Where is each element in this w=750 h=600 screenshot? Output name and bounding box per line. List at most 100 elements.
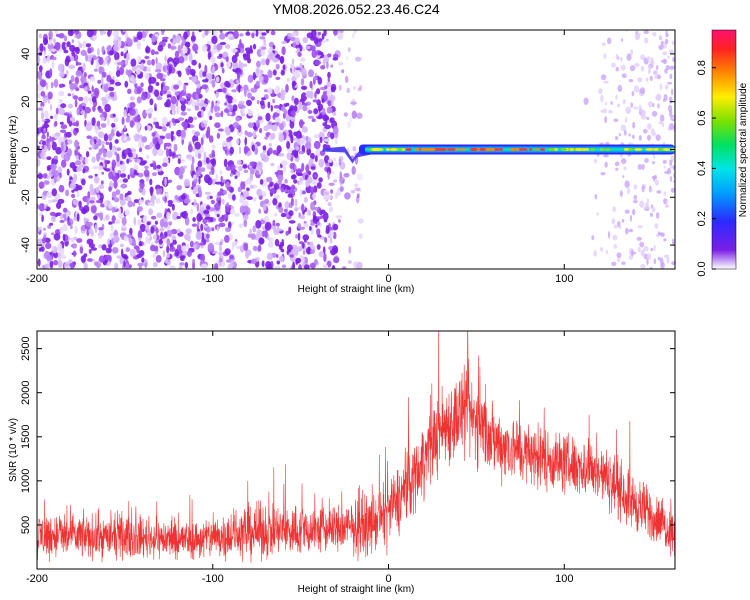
spectrogram-cell bbox=[258, 238, 265, 244]
spectrogram-cell bbox=[196, 83, 201, 89]
spectrogram-cell bbox=[172, 38, 176, 45]
spectrogram-cell bbox=[310, 166, 316, 170]
spectrogram-cell bbox=[244, 180, 249, 186]
spectrogram-cell bbox=[313, 259, 318, 265]
spectrogram-cell bbox=[60, 255, 67, 259]
spectrogram-cell bbox=[625, 106, 632, 115]
spectrogram-cell bbox=[636, 236, 642, 241]
spectrogram-cell bbox=[341, 266, 347, 269]
spectrogram-cell bbox=[321, 97, 325, 104]
spectrogram-cell bbox=[44, 250, 50, 260]
spectrogram-cell bbox=[153, 233, 157, 242]
spectrogram-cell bbox=[243, 88, 247, 97]
spectrogram-cell bbox=[583, 97, 589, 105]
spectrogram-cell bbox=[272, 69, 277, 76]
spectrogram-cell bbox=[144, 125, 148, 131]
spectrogram-cell bbox=[320, 65, 326, 70]
spectrogram-cell bbox=[98, 255, 106, 263]
spectrogram-cell bbox=[224, 126, 230, 134]
spectrogram-cell bbox=[345, 75, 349, 83]
spectrogram-cell bbox=[78, 200, 82, 208]
spectrogram-cell bbox=[237, 124, 242, 133]
spectrogram-cell bbox=[51, 60, 55, 69]
spectrogram-cell bbox=[112, 247, 119, 254]
spectrogram-cell bbox=[292, 41, 296, 49]
spectrogram-cell bbox=[348, 246, 352, 254]
spectrogram-cell bbox=[196, 213, 202, 222]
spectrogram-cell bbox=[114, 219, 121, 225]
spectrogram-cell bbox=[111, 206, 116, 213]
spectrogram-cell bbox=[280, 56, 284, 65]
spectrogram-cell bbox=[128, 264, 132, 269]
spectrogram-cell bbox=[270, 162, 275, 167]
spectrogram-cell bbox=[65, 69, 69, 77]
spectrogram-cell bbox=[305, 93, 313, 98]
spectrogram-cell bbox=[663, 238, 667, 242]
spectrogram-cell bbox=[157, 44, 164, 52]
spectrogram-cell bbox=[108, 186, 112, 192]
spectrogram-cell bbox=[116, 62, 124, 66]
spectrogram-cell bbox=[38, 247, 42, 252]
spectrogram-cell bbox=[326, 106, 333, 114]
spectrogram-cell bbox=[216, 132, 221, 139]
spectrogram-cell bbox=[313, 140, 321, 150]
spectrogram-cell bbox=[302, 234, 310, 241]
spectrogram-cell bbox=[100, 123, 107, 128]
spectrogram-cell bbox=[313, 76, 318, 81]
spectrogram-cell bbox=[307, 115, 315, 119]
spectrogram-cell bbox=[177, 70, 182, 78]
spectrogram-cell bbox=[180, 194, 186, 200]
spectrogram-cell bbox=[315, 148, 322, 157]
spectrogram-cell bbox=[155, 197, 161, 204]
spectrogram-cell bbox=[339, 186, 344, 192]
spectrogram-cell bbox=[631, 249, 634, 257]
spectrogram-cell bbox=[138, 147, 143, 153]
spectrogram-cell bbox=[238, 83, 241, 93]
spectrogram-cell bbox=[55, 212, 62, 216]
spectrogram-cell bbox=[89, 200, 95, 204]
spectrogram-cell bbox=[106, 150, 113, 159]
spectrogram-cell bbox=[313, 207, 320, 211]
spectrogram-cell bbox=[162, 65, 167, 72]
spectrogram-cell bbox=[217, 191, 223, 197]
spectrogram-cell bbox=[92, 30, 97, 36]
spectrogram-cell bbox=[123, 136, 128, 141]
spectrogram-cell bbox=[671, 88, 674, 96]
spectrogram-cell bbox=[107, 238, 110, 245]
spectrogram-cell bbox=[41, 214, 44, 223]
spectrogram-cell bbox=[262, 43, 267, 47]
spectrogram-cell bbox=[100, 96, 107, 102]
spectrogram-cell bbox=[87, 47, 92, 54]
spectrogram-cell bbox=[291, 95, 295, 101]
spectrogram-cell bbox=[216, 213, 220, 218]
spectrogram-cell bbox=[122, 178, 129, 183]
spectrogram-cell bbox=[291, 80, 297, 87]
spectrogram-cell bbox=[116, 153, 120, 162]
spectrogram-cell bbox=[650, 247, 654, 252]
spectrogram-cell bbox=[50, 232, 55, 236]
spectrogram-cell bbox=[612, 234, 618, 241]
spectrogram-cell bbox=[206, 126, 211, 136]
spectrogram-cell bbox=[646, 56, 651, 61]
colorbar-tick-label: 0.8 bbox=[696, 60, 708, 75]
spectrogram-cell bbox=[47, 199, 53, 204]
spectrogram-cell bbox=[202, 134, 205, 139]
spectrogram-cell bbox=[315, 88, 321, 95]
spectrogram-cell bbox=[320, 209, 326, 214]
spectrogram-cell bbox=[664, 84, 669, 90]
spectrogram-cell bbox=[77, 40, 81, 44]
spectrogram-cell bbox=[347, 121, 351, 129]
spectrogram-cell bbox=[39, 266, 43, 269]
spectrogram-cell bbox=[279, 255, 284, 263]
spectrogram-cell bbox=[659, 114, 665, 122]
spectrogram-cell bbox=[327, 171, 330, 180]
spectrogram-cell bbox=[198, 30, 202, 33]
spectrogram-cell bbox=[656, 64, 659, 71]
spectrogram-cell bbox=[113, 50, 117, 54]
spectrogram-cell bbox=[129, 96, 135, 101]
spectrogram-cell bbox=[171, 203, 175, 211]
spectrogram-cell bbox=[218, 251, 224, 256]
spectrogram-cell bbox=[154, 89, 160, 97]
spectrogram-cell bbox=[51, 188, 57, 197]
spectrogram-cell bbox=[168, 65, 172, 75]
